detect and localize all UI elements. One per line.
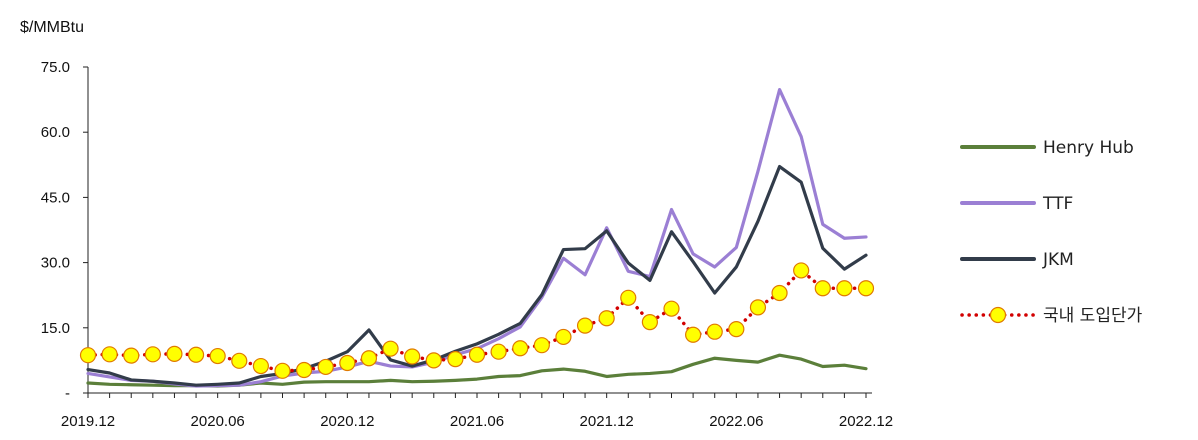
axes: - 15.0 30.0 45.0 60.0 75.0 2019.12 2020.06 2020.… — [41, 59, 893, 430]
data-point-marker — [685, 326, 702, 343]
data-point-marker — [533, 337, 550, 354]
data-point-marker — [404, 348, 421, 365]
data-point-marker — [252, 357, 269, 375]
legend-label-jkm: JKM — [1042, 250, 1074, 270]
data-point-marker — [620, 289, 637, 306]
data-point-marker — [339, 354, 356, 372]
data-point-marker — [814, 280, 831, 297]
legend-marker — [989, 306, 1007, 324]
data-point-marker — [425, 352, 442, 369]
data-point-marker — [793, 262, 810, 279]
x-tick-label: 2022.12 — [839, 413, 893, 430]
data-point-marker — [382, 340, 399, 357]
series-line-jkm — [86, 164, 868, 387]
x-tick-label: 2022.06 — [709, 413, 763, 430]
data-point-marker — [360, 350, 378, 367]
x-tick-label: 2020.06 — [191, 413, 245, 430]
data-point-marker — [576, 317, 594, 334]
data-point-marker — [209, 347, 226, 365]
series-layer — [79, 88, 875, 388]
y-tick-label: - — [65, 385, 70, 402]
data-point-marker — [771, 284, 788, 302]
data-point-marker — [641, 314, 658, 331]
y-tick-label: 30.0 — [41, 255, 70, 272]
data-point-marker — [728, 321, 745, 338]
x-tick-label: 2021.12 — [580, 413, 634, 430]
x-tick-label: 2019.12 — [61, 413, 115, 430]
data-point-marker — [166, 345, 183, 362]
data-point-marker — [555, 328, 572, 346]
data-point-marker — [836, 280, 853, 297]
data-point-marker — [123, 347, 140, 364]
data-point-marker — [274, 362, 291, 379]
x-tick-label: 2020.12 — [320, 413, 374, 430]
data-point-marker — [187, 346, 205, 363]
legend-label-국내-도입단가: 국내 도입단가 — [1043, 306, 1143, 326]
data-point-marker — [144, 346, 161, 363]
data-point-marker — [706, 323, 723, 340]
data-point-marker — [317, 358, 334, 376]
data-point-marker — [749, 299, 767, 316]
data-point-marker — [490, 343, 507, 360]
data-point-marker — [857, 280, 875, 297]
y-tick-label: 45.0 — [41, 189, 70, 206]
data-point-marker — [101, 346, 118, 363]
y-tick-label: 75.0 — [41, 59, 70, 76]
data-point-marker — [296, 361, 313, 379]
y-tick-label: 60.0 — [41, 124, 70, 141]
legend: Henry Hub TTF JKM 국내 도입단가 — [960, 138, 1143, 326]
legend-label-henry-hub: Henry Hub — [1043, 138, 1134, 158]
data-point-marker — [468, 346, 486, 363]
y-tick-label: 15.0 — [41, 320, 70, 337]
data-point-marker — [79, 347, 97, 364]
data-point-marker — [598, 310, 615, 327]
data-point-marker — [512, 340, 529, 357]
legend-label-ttf: TTF — [1042, 194, 1073, 214]
data-point-marker — [447, 350, 464, 368]
data-point-marker — [663, 300, 680, 317]
y-unit-label: $/MMBtu — [20, 19, 84, 36]
data-point-marker — [231, 352, 248, 369]
x-tick-label: 2021.06 — [450, 413, 504, 430]
